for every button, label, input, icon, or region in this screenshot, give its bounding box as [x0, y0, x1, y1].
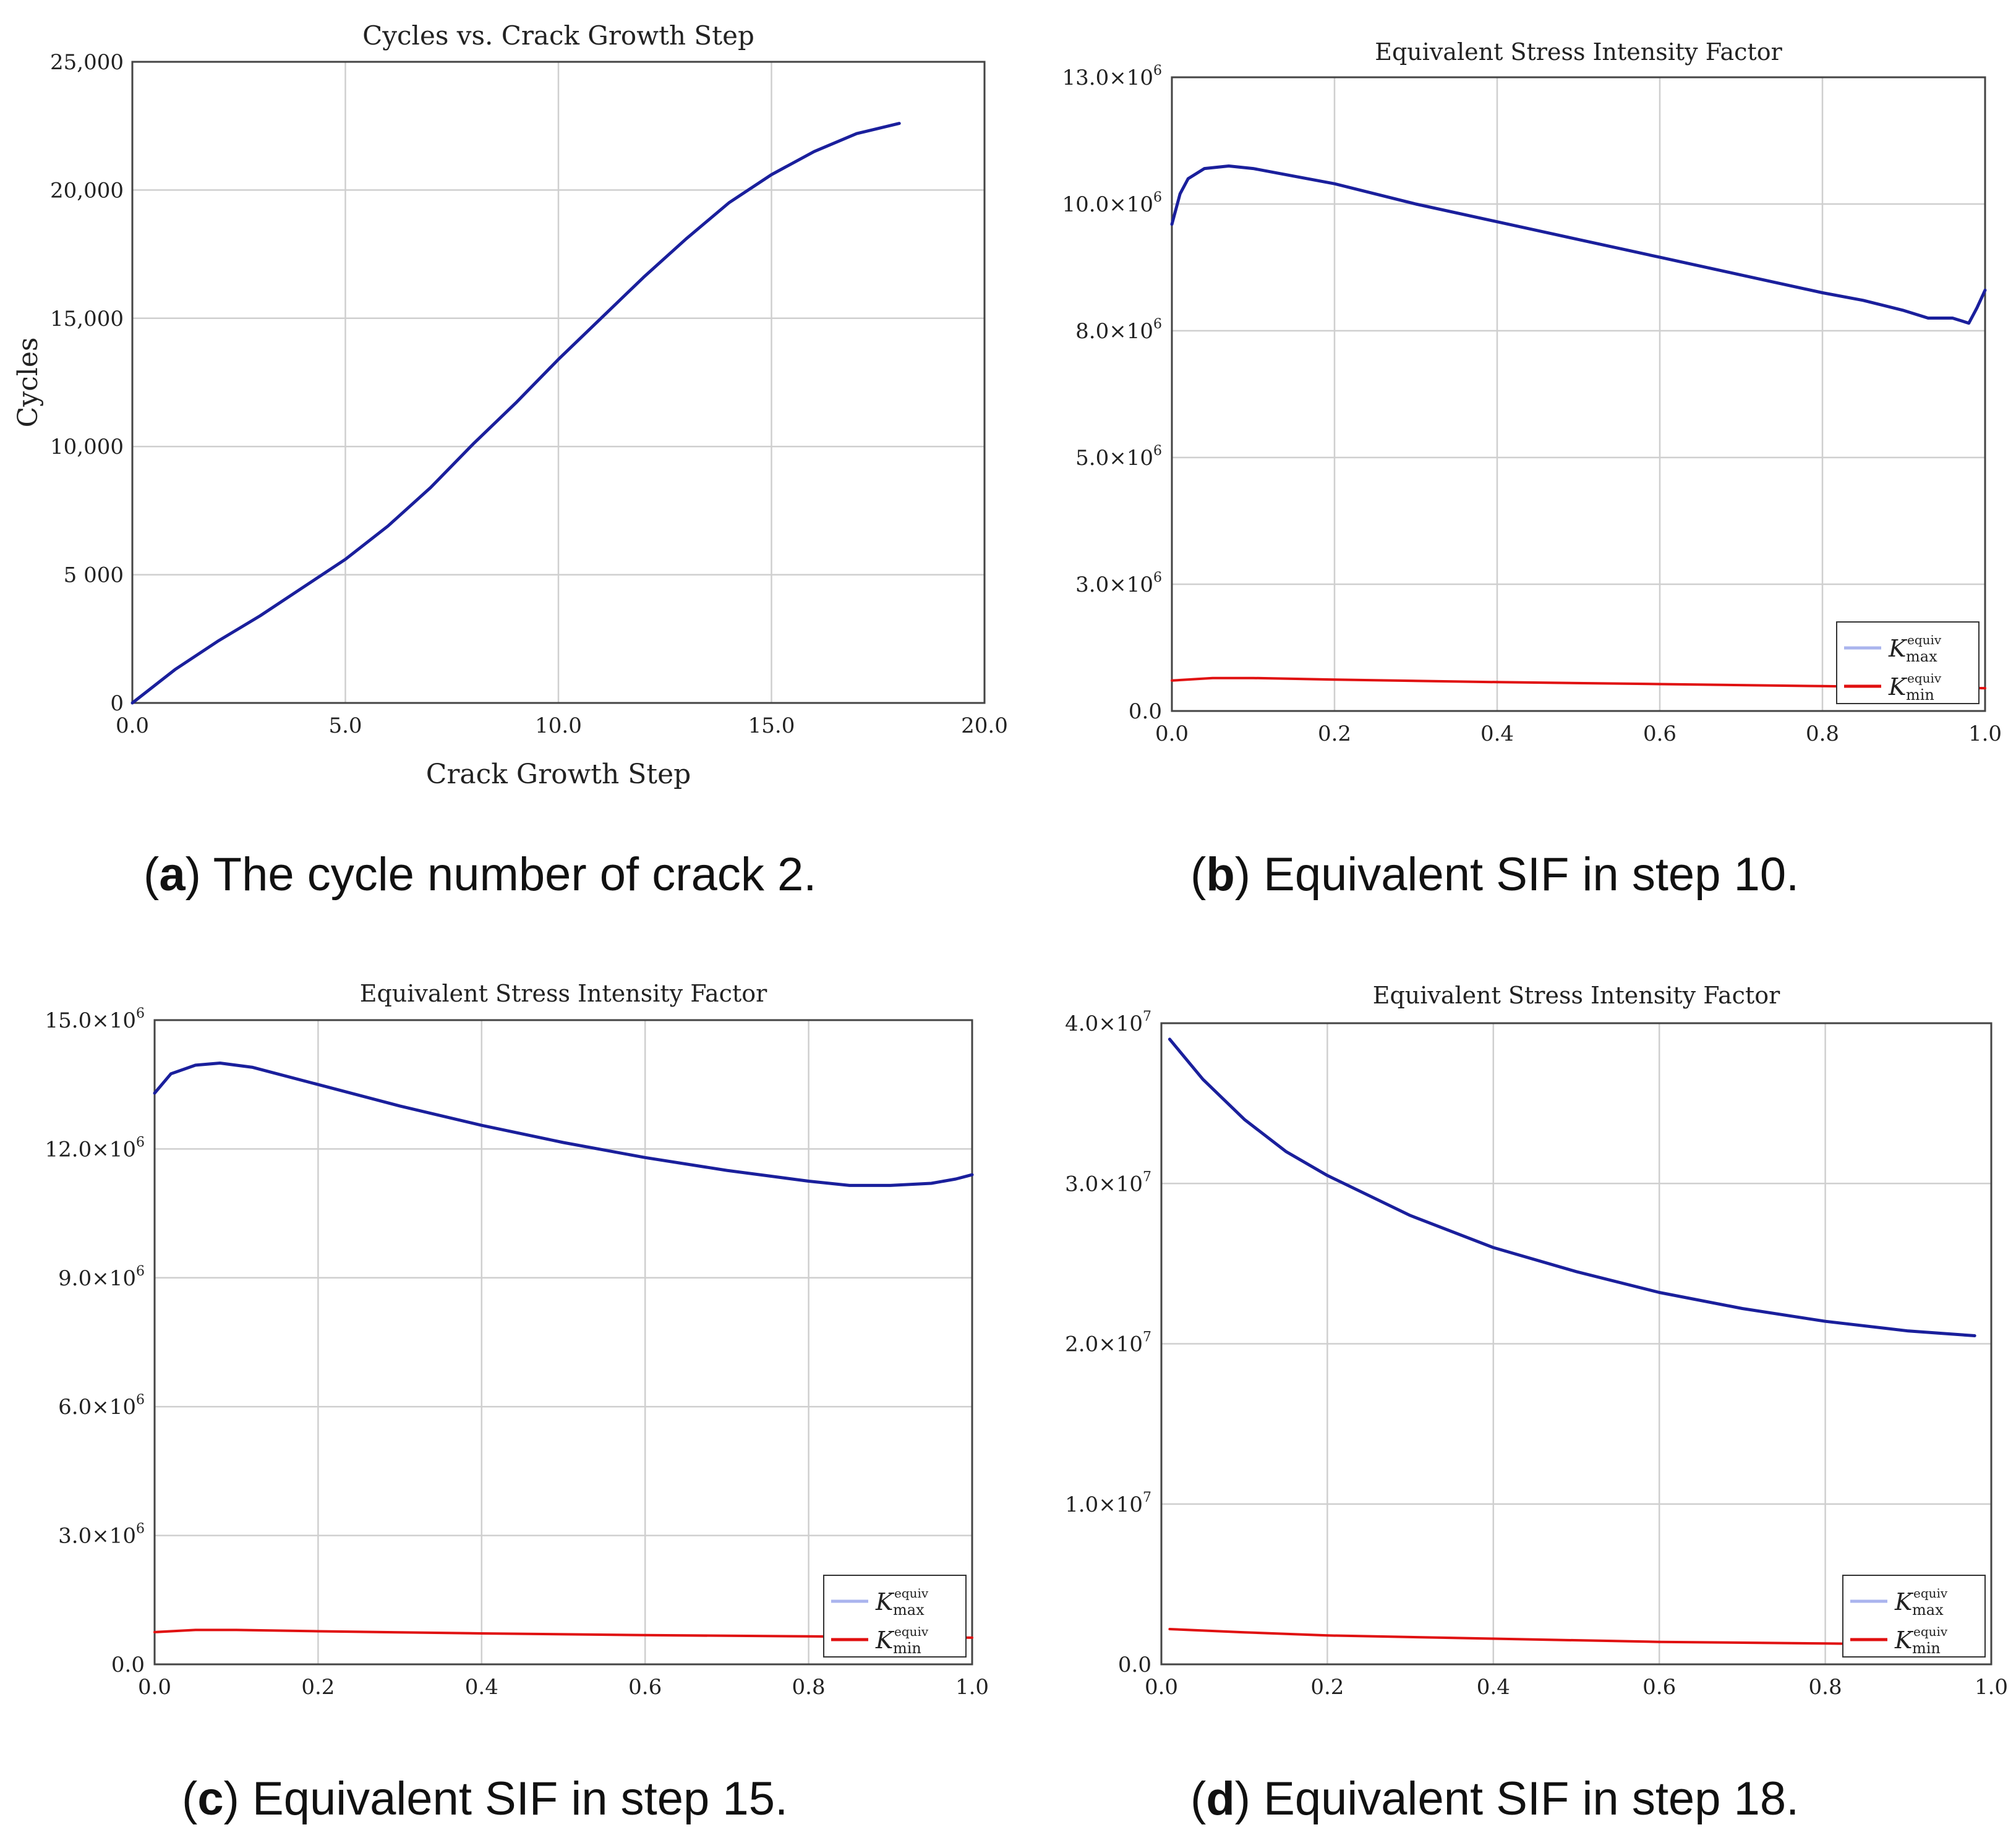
y-tick-label: 15.0×106: [45, 1006, 145, 1033]
y-tick-label: 2.0×107: [1065, 1330, 1151, 1357]
legend-kmin-symbol: K: [1894, 1627, 1914, 1654]
legend-kmax-symbol: K: [875, 1588, 895, 1615]
series-line-kmax: [153, 1062, 974, 1187]
chart-title: Equivalent Stress Intensity Factor: [1375, 38, 1782, 66]
series-line-kmin: [153, 1628, 973, 1639]
y-tick-label: 0.0: [111, 1653, 145, 1677]
legend-kmax-superscript: equiv: [894, 1586, 929, 1601]
plot-frame: [131, 61, 986, 704]
x-tick-label: 0.6: [628, 1675, 662, 1700]
y-tick-label: 3.0×106: [1075, 570, 1162, 597]
y-tick-label: 25,000: [50, 50, 124, 75]
y-tick-label: 20,000: [50, 178, 124, 203]
caption-d: (d) Equivalent SIF in step 18.: [1190, 1773, 1799, 1825]
caption-c: (c) Equivalent SIF in step 15.: [182, 1773, 788, 1825]
legend-kmin-superscript: equiv: [894, 1624, 929, 1639]
legend-kmin-subscript: min: [1912, 1640, 1941, 1657]
chart-a: Cycles vs. Crack Growth Step 0.0 5.0 10.0 15…: [12, 20, 1008, 901]
x-tick-label: 1.0: [1975, 1675, 2008, 1700]
legend-kmin-superscript: equiv: [1907, 671, 1942, 686]
y-tick-label: 0.0: [1129, 699, 1162, 724]
chart-title: Equivalent Stress Intensity Factor: [360, 980, 767, 1007]
y-tick-label: 0: [110, 691, 124, 716]
legend-box: [823, 1575, 967, 1658]
x-tick-label: 10.0: [535, 713, 582, 738]
legend-kmin-superscript: equiv: [1913, 1624, 1948, 1639]
chart-title: Cycles vs. Crack Growth Step: [362, 20, 754, 51]
x-tick-label: 20.0: [961, 713, 1008, 738]
legend-kmax-symbol: K: [1894, 1588, 1914, 1615]
legend-kmin-symbol: K: [875, 1627, 895, 1654]
legend-kmin-subscript: min: [1906, 686, 1934, 704]
x-axis-label: Crack Growth Step: [426, 759, 691, 790]
legend-box: [1836, 621, 1980, 704]
y-axis-label: Cycles: [12, 338, 44, 428]
x-tick-label: 0.8: [1809, 1675, 1842, 1700]
x-tick-label: 5.0: [328, 713, 362, 738]
x-tick-label: 1.0: [955, 1675, 989, 1700]
y-tick-label: 5.0×106: [1075, 443, 1162, 470]
legend-kmax-subscript: max: [1912, 1601, 1944, 1619]
legend-kmin-symbol: K: [1888, 673, 1908, 700]
y-tick-label: 8.0×106: [1075, 317, 1162, 344]
caption-a: (a) The cycle number of crack 2.: [143, 848, 816, 901]
series-line-kmin: [1171, 676, 1986, 690]
x-tick-label: 0.8: [1806, 721, 1839, 746]
x-tick-label: 0.8: [792, 1675, 826, 1700]
caption-b: (b) Equivalent SIF in step 10.: [1190, 848, 1799, 901]
y-tick-label: 12.0×106: [45, 1134, 145, 1162]
chart-b: Equivalent Stress Intensity Factor 0.0 0.2…: [1062, 38, 2002, 901]
y-tick-label: 4.0×107: [1065, 1009, 1151, 1036]
plot-frame: [153, 1019, 973, 1666]
x-tick-label: 0.4: [1480, 721, 1514, 746]
chart-c: Equivalent Stress Intensity Factor 0.0 0.2…: [45, 980, 989, 1825]
y-tick-label: 1.0×107: [1065, 1490, 1151, 1517]
x-tick-label: 0.4: [465, 1675, 498, 1700]
legend-box: [1842, 1575, 1986, 1658]
legend-kmax-superscript: equiv: [1907, 632, 1942, 647]
legend-kmax-subscript: max: [1906, 648, 1937, 665]
x-tick-label: 0.2: [1310, 1675, 1344, 1700]
legend-kmax-symbol: K: [1888, 635, 1908, 662]
legend-kmax-subscript: max: [893, 1601, 925, 1619]
y-tick-label: 10.0×106: [1062, 190, 1162, 217]
y-tick-label: 9.0×106: [58, 1264, 145, 1291]
x-tick-label: 0.6: [1642, 1675, 1676, 1700]
x-tick-label: 0.6: [1643, 721, 1676, 746]
plot-frame: [1171, 76, 1986, 712]
y-tick-label: 5 000: [64, 563, 124, 588]
x-tick-label: 0.2: [1318, 721, 1351, 746]
x-tick-label: 0.0: [1145, 1675, 1178, 1700]
series-line-cycles: [130, 122, 901, 705]
y-tick-label: 6.0×106: [58, 1392, 145, 1419]
y-tick-label: 10,000: [50, 435, 124, 459]
series-line-kmax: [1168, 1037, 1976, 1337]
y-tick-label: 15,000: [50, 307, 124, 331]
x-tick-label: 0.0: [138, 1675, 171, 1700]
x-tick-label: 0.0: [116, 713, 149, 738]
chart-title: Equivalent Stress Intensity Factor: [1373, 982, 1780, 1009]
y-tick-label: 3.0×107: [1065, 1169, 1151, 1196]
y-tick-label: 0.0: [1118, 1653, 1151, 1677]
legend-kmin-subscript: min: [893, 1640, 921, 1657]
series-line-kmax: [1170, 164, 1987, 325]
series-line-kmin: [1168, 1628, 1976, 1646]
plot-frame: [1160, 1022, 1993, 1666]
legend-kmax-superscript: equiv: [1913, 1586, 1948, 1601]
y-tick-label: 3.0×106: [58, 1522, 145, 1549]
x-tick-label: 15.0: [748, 713, 795, 738]
x-tick-label: 0.4: [1477, 1675, 1510, 1700]
x-tick-label: 0.0: [1155, 721, 1189, 746]
y-tick-label: 13.0×106: [1062, 63, 1162, 90]
x-tick-label: 1.0: [1968, 721, 2002, 746]
chart-d: Equivalent Stress Intensity Factor 0.0 0.2…: [1065, 982, 2008, 1825]
x-tick-label: 0.2: [301, 1675, 335, 1700]
